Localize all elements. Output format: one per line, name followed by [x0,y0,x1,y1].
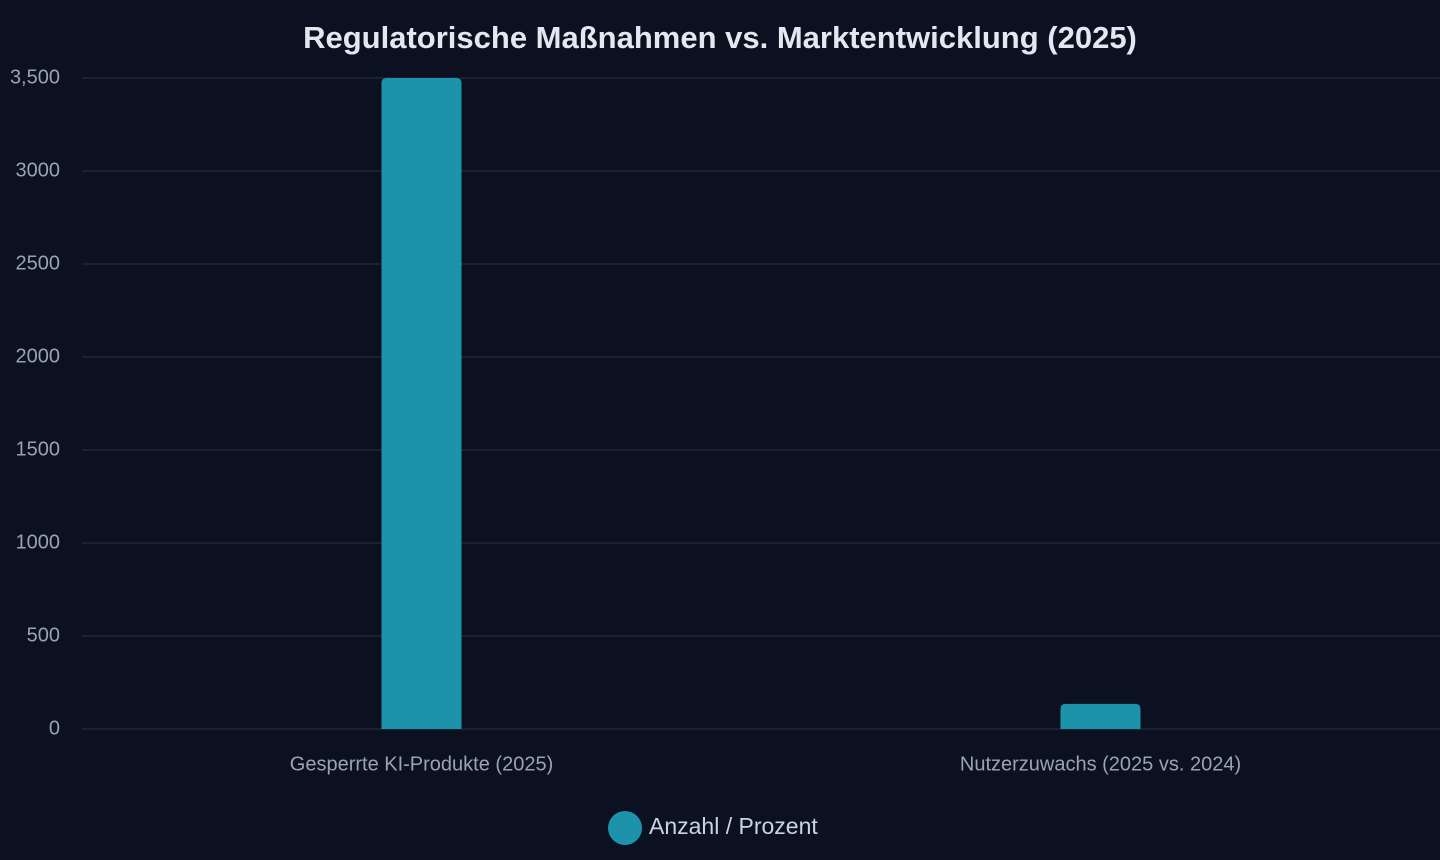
y-tick-label: 0 [49,717,60,739]
x-tick-label: Gesperrte KI-Produkte (2025) [290,753,553,775]
bar [381,78,462,729]
bar [1060,703,1141,729]
chart-title: Regulatorische Maßnahmen vs. Marktentwic… [303,20,1137,55]
y-tick-label: 1000 [16,531,61,553]
y-tick-label: 1500 [16,438,61,460]
legend-label: Anzahl / Prozent [649,813,818,839]
legend-swatch [608,811,642,845]
y-tick-label: 2500 [16,252,61,274]
y-tick-label: 2000 [16,345,61,367]
x-tick-label: Nutzerzuwachs (2025 vs. 2024) [960,753,1241,775]
y-tick-label: 3,500 [10,66,60,88]
y-tick-label: 3000 [16,159,61,181]
y-tick-label: 500 [27,624,60,646]
